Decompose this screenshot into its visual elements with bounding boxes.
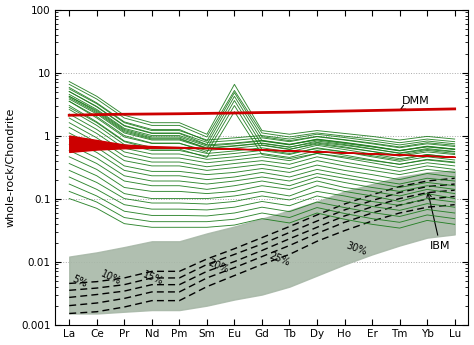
Text: 15%: 15% (141, 269, 164, 287)
Text: IBM: IBM (427, 193, 450, 251)
Text: 5%: 5% (71, 274, 89, 289)
Text: 25%: 25% (267, 250, 291, 268)
Text: 30%: 30% (345, 240, 368, 257)
Text: 20%: 20% (207, 257, 230, 275)
Y-axis label: whole-rock/Chondrite: whole-rock/Chondrite (6, 107, 16, 227)
Text: DMM: DMM (400, 96, 430, 110)
Text: 10%: 10% (100, 269, 123, 287)
